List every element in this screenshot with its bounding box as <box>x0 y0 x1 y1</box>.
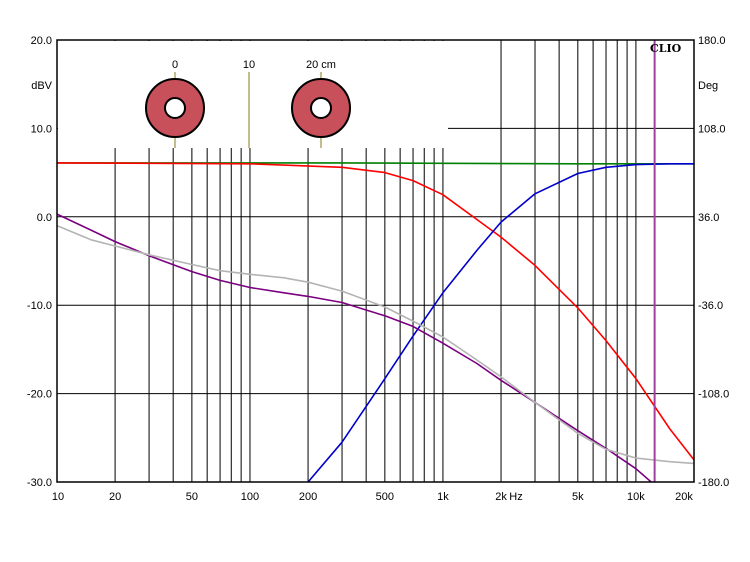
x-tick-label: 10k <box>627 491 645 503</box>
inset-panel <box>58 41 448 148</box>
y-left-tick-label: 10.0 <box>31 123 52 135</box>
axis-labels: 20.0 10.0 0.0 -10.0 -20.0 -30.0 dBV 180.0 108.0 3… <box>27 35 729 503</box>
y-left-unit-label: dBV <box>31 80 52 92</box>
y-right-tick-label: 36.0 <box>698 212 719 224</box>
y-right-tick-label: -36.0 <box>698 300 723 312</box>
series-line-5 <box>56 224 695 465</box>
y-left-tick-label: -30.0 <box>27 477 52 489</box>
y-right-tick-label: -108.0 <box>698 389 729 401</box>
clio-logo: CLIO <box>650 42 682 55</box>
x-tick-label: 10 <box>52 491 64 503</box>
y-left-tick-label: 0.0 <box>37 212 52 224</box>
y-right-tick-label: 180.0 <box>698 35 726 47</box>
plot-frame <box>56 39 695 483</box>
y-right-tick-label: 108.0 <box>698 123 726 135</box>
inset-diagram: 0 10 20 cm <box>58 41 448 148</box>
y-right-tick-label: -180.0 <box>698 477 729 489</box>
scale-label-20cm: 20 cm <box>306 59 336 71</box>
scale-label-0: 0 <box>172 59 178 71</box>
x-tick-label: 100 <box>241 491 259 503</box>
y-left-tick-label: -20.0 <box>27 389 52 401</box>
y-right-unit-label: Deg <box>698 80 718 92</box>
x-tick-label: 200 <box>299 491 317 503</box>
data-series <box>56 40 695 483</box>
plot-border <box>56 39 695 483</box>
x-tick-label: 20k <box>675 491 693 503</box>
series-line-2 <box>56 162 695 461</box>
x-tick-label: 50 <box>186 491 198 503</box>
series-line-3 <box>307 163 694 483</box>
x-tick-label: 2k <box>495 491 507 503</box>
x-tick-label: 20 <box>109 491 121 503</box>
scale-label-10: 10 <box>243 59 255 71</box>
x-tick-label: 1k <box>437 491 449 503</box>
ring-hole <box>310 97 332 119</box>
x-tick-label: 500 <box>376 491 394 503</box>
ring-hole <box>164 97 186 119</box>
series-line-4 <box>56 213 652 483</box>
y-left-tick-label: 20.0 <box>31 35 52 47</box>
y-left-tick-label: -10.0 <box>27 300 52 312</box>
x-tick-label: 5k <box>572 491 584 503</box>
x-unit-label: Hz <box>509 491 522 503</box>
